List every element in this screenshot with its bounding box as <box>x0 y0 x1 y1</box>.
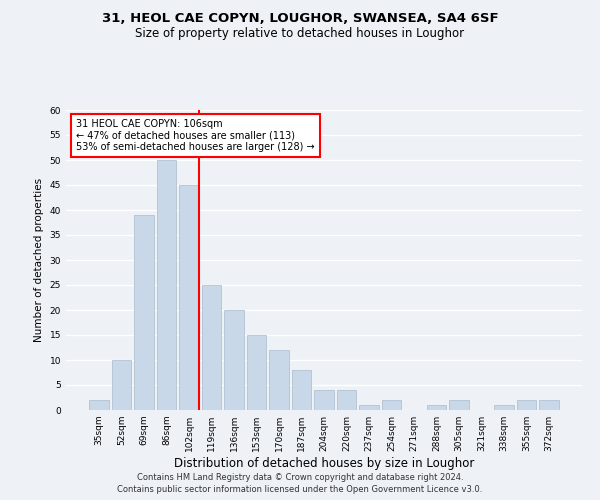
Bar <box>157 160 176 410</box>
Bar <box>449 400 469 410</box>
Bar <box>89 400 109 410</box>
Bar <box>382 400 401 410</box>
Bar <box>517 400 536 410</box>
X-axis label: Distribution of detached houses by size in Loughor: Distribution of detached houses by size … <box>174 457 474 470</box>
Bar <box>224 310 244 410</box>
Bar <box>494 405 514 410</box>
Bar <box>134 215 154 410</box>
Bar <box>337 390 356 410</box>
Bar <box>269 350 289 410</box>
Text: 31 HEOL CAE COPYN: 106sqm
← 47% of detached houses are smaller (113)
53% of semi: 31 HEOL CAE COPYN: 106sqm ← 47% of detac… <box>76 119 315 152</box>
Bar <box>112 360 131 410</box>
Bar <box>292 370 311 410</box>
Bar <box>539 400 559 410</box>
Text: Size of property relative to detached houses in Loughor: Size of property relative to detached ho… <box>136 28 464 40</box>
Y-axis label: Number of detached properties: Number of detached properties <box>34 178 44 342</box>
Bar <box>314 390 334 410</box>
Text: 31, HEOL CAE COPYN, LOUGHOR, SWANSEA, SA4 6SF: 31, HEOL CAE COPYN, LOUGHOR, SWANSEA, SA… <box>101 12 499 26</box>
Bar <box>247 335 266 410</box>
Bar <box>179 185 199 410</box>
Text: Contains HM Land Registry data © Crown copyright and database right 2024.: Contains HM Land Registry data © Crown c… <box>137 472 463 482</box>
Text: Contains public sector information licensed under the Open Government Licence v3: Contains public sector information licen… <box>118 485 482 494</box>
Bar <box>202 285 221 410</box>
Bar <box>427 405 446 410</box>
Bar <box>359 405 379 410</box>
